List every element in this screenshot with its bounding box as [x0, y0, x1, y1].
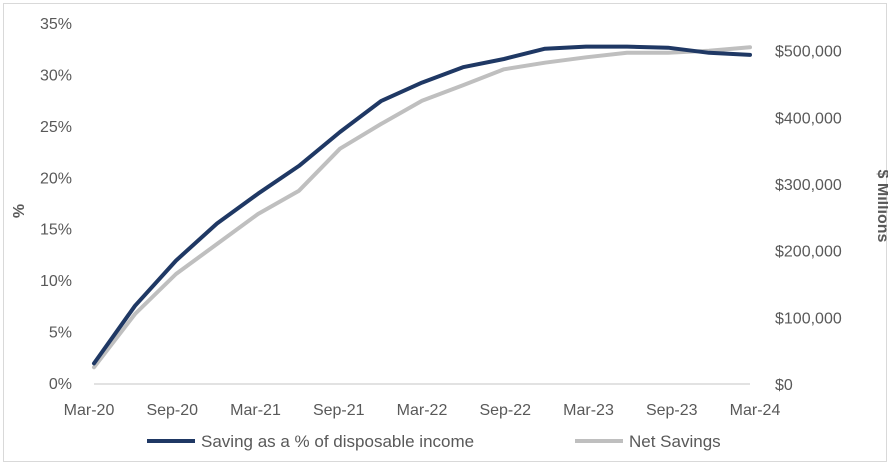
- x-tick-label: Sep-23: [646, 402, 698, 419]
- y-left-tick-label: 10%: [40, 273, 72, 290]
- x-tick-label: Mar-23: [563, 402, 614, 419]
- x-tick-label: Sep-20: [146, 402, 198, 419]
- y-right-tick-label: $300,000: [775, 177, 842, 194]
- y-right-tick-label: $500,000: [775, 44, 842, 61]
- line-chart: 0% 5% 10% 15% 20% 25% 30% 35% $0 $100,000 $200,00…: [11, 16, 888, 451]
- x-tick-label: Sep-22: [479, 402, 531, 419]
- y-axis-right-title: $ Millions: [874, 170, 888, 243]
- x-tick-label: Mar-24: [730, 402, 781, 419]
- saving-rate-line: [92, 44, 752, 366]
- net-savings-line: [92, 45, 752, 370]
- y-right-tick-label: $200,000: [775, 244, 842, 261]
- y-left-tick-label: 5%: [49, 325, 72, 342]
- y-left-tick-label: 35%: [40, 16, 72, 33]
- x-tick-label: Mar-22: [397, 402, 448, 419]
- chart-frame: 0% 5% 10% 15% 20% 25% 30% 35% $0 $100,000 $200,00…: [3, 3, 888, 462]
- y-left-tick-label: 20%: [40, 170, 72, 187]
- x-tick-label: Mar-21: [230, 402, 281, 419]
- y-left-tick-label: 25%: [40, 119, 72, 136]
- y-right-tick-label: $400,000: [775, 110, 842, 127]
- y-right-tick-label: $100,000: [775, 310, 842, 327]
- y-left-tick-label: 0%: [49, 376, 72, 393]
- y-left-tick-label: 30%: [40, 67, 72, 84]
- y-axis-left-title: %: [11, 204, 28, 218]
- x-tick-label: Mar-20: [64, 402, 115, 419]
- legend-label: Saving as a % of disposable income: [201, 432, 474, 451]
- legend: Saving as a % of disposable income Net Sa…: [147, 432, 721, 451]
- y-right-tick-label: $0: [775, 377, 793, 394]
- legend-label: Net Savings: [629, 432, 721, 451]
- x-tick-label: Sep-21: [313, 402, 365, 419]
- y-left-tick-label: 15%: [40, 222, 72, 239]
